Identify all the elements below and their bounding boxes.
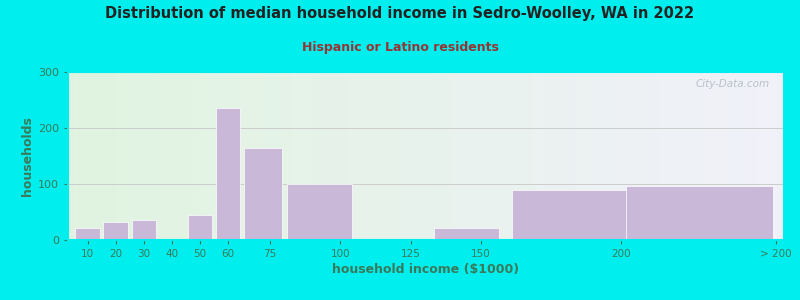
X-axis label: household income ($1000): household income ($1000) <box>333 263 519 276</box>
Text: Hispanic or Latino residents: Hispanic or Latino residents <box>302 40 498 53</box>
Bar <box>626 186 774 240</box>
Bar <box>131 220 156 240</box>
Bar <box>434 228 499 240</box>
Bar <box>103 222 128 240</box>
Bar <box>512 190 632 240</box>
Bar <box>188 215 212 240</box>
Bar <box>286 184 352 240</box>
Text: Distribution of median household income in Sedro-Woolley, WA in 2022: Distribution of median household income … <box>106 6 694 21</box>
Y-axis label: households: households <box>21 116 34 196</box>
Bar <box>216 108 240 240</box>
Bar <box>244 148 282 240</box>
Bar <box>75 228 100 240</box>
Text: City-Data.com: City-Data.com <box>695 79 770 89</box>
